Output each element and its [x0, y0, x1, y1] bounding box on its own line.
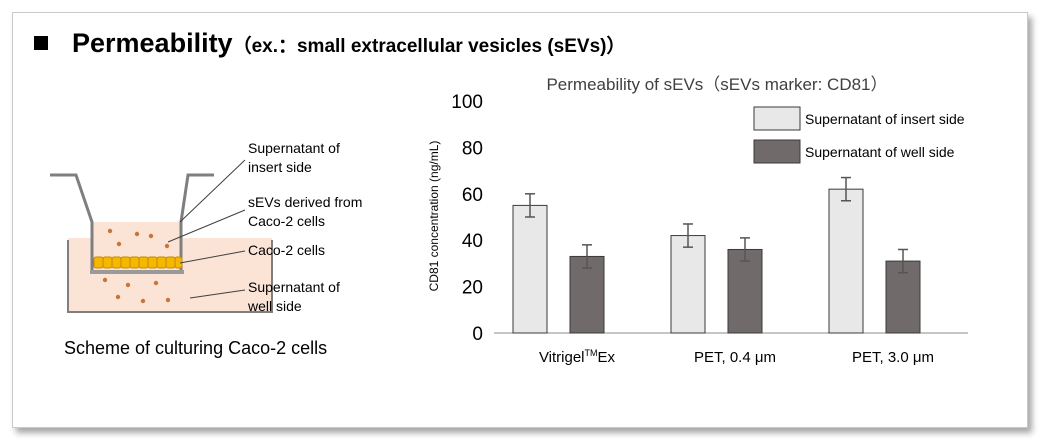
culture-scheme-diagram	[50, 159, 273, 313]
section-title: Permeability	[72, 28, 233, 58]
y-tick-label: 100	[451, 92, 483, 113]
bar	[727, 248, 763, 334]
chart-legend: Supernatant of insert side Supernatant of…	[753, 106, 965, 164]
sev-dot	[153, 280, 159, 286]
y-axis-ticks: 0 20 40 60 80 100	[451, 92, 483, 345]
bar	[670, 235, 706, 334]
legend-swatch	[753, 106, 801, 131]
y-axis-label: CD81 concentration (ng/mL)	[427, 141, 441, 292]
section-heading: Permeability（ex.：small extracellular ves…	[34, 28, 625, 59]
y-tick-label: 40	[462, 231, 483, 252]
legend-label: Supernatant of insert side	[805, 111, 965, 127]
y-tick-label: 60	[462, 185, 483, 206]
sev-dot	[107, 228, 113, 234]
y-tick-label: 20	[462, 278, 483, 299]
well-wall	[67, 240, 273, 313]
square-bullet-icon	[34, 36, 48, 50]
sev-particles	[102, 228, 171, 304]
sev-dot	[115, 294, 121, 300]
label-caco2-cells: Caco-2 cells	[248, 242, 326, 258]
sev-dot	[165, 297, 171, 303]
x-tick-label: PET, 0.4 μm	[694, 349, 776, 366]
leader-line	[189, 289, 246, 299]
sev-dot	[116, 241, 122, 247]
sev-dot	[102, 277, 108, 283]
leader-line	[179, 159, 246, 223]
chart-title: Permeability of sEVs（sEVs marker: CD81）	[546, 75, 887, 94]
bar	[828, 188, 864, 334]
label-insert-supernatant: Supernatant of insert side	[248, 140, 340, 175]
legend-swatch	[753, 139, 801, 164]
label-well-supernatant: Supernatant of well side	[248, 279, 340, 314]
insert-medium	[92, 222, 182, 255]
sev-dot	[148, 233, 154, 239]
leader-line	[179, 250, 246, 264]
bar	[512, 204, 548, 334]
leader-lines	[167, 159, 246, 299]
x-axis-labels: VitrigelTMEx PET, 0.4 μm PET, 3.0 μm	[539, 348, 934, 366]
y-tick-label: 80	[462, 138, 483, 159]
scheme-caption: Scheme of culturing Caco-2 cells	[64, 338, 328, 358]
sev-dot	[140, 298, 146, 304]
y-tick-label: 0	[472, 324, 483, 345]
label-sevs: sEVs derived from Caco-2 cells	[248, 194, 363, 229]
caco2-cell-layer	[93, 256, 183, 269]
bars	[512, 176, 921, 334]
legend-label: Supernatant of well side	[805, 144, 955, 160]
sev-dot	[164, 243, 170, 249]
sev-dot	[134, 231, 140, 237]
x-tick-label: VitrigelTMEx	[539, 348, 616, 366]
x-tick-label: PET, 3.0 μm	[852, 349, 934, 366]
leader-line	[167, 209, 246, 243]
insert-membrane	[90, 270, 184, 274]
section-subtitle: （ex.：small extracellular vesicles (sEVs)…	[232, 36, 626, 57]
sev-dot	[125, 282, 131, 288]
